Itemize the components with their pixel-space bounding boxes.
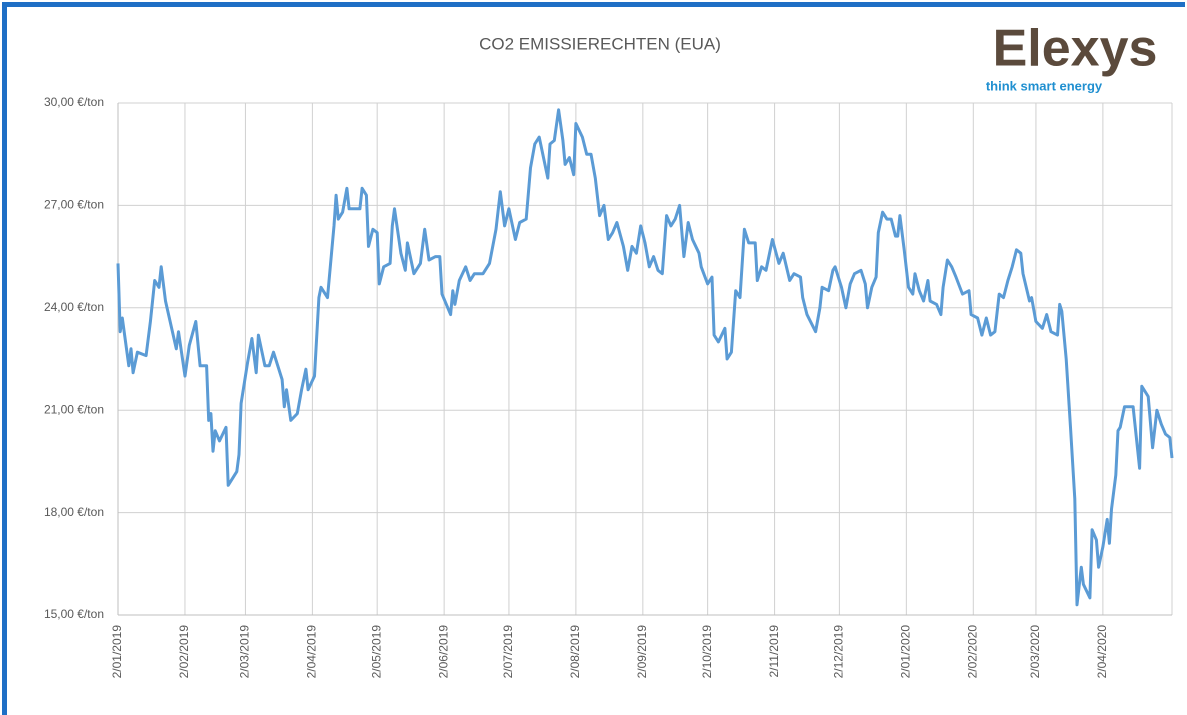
x-tick-label: 2/04/2019	[305, 625, 319, 679]
left-frame	[2, 2, 7, 715]
x-tick-label: 2/03/2019	[238, 625, 252, 679]
x-tick-label: 2/04/2020	[1095, 625, 1109, 679]
x-tick-label: 2/02/2020	[965, 625, 979, 679]
y-tick-label: 18,00 €/ton	[44, 505, 104, 519]
chart-title: CO2 EMISSIERECHTEN (EUA)	[479, 34, 721, 53]
x-tick-label: 2/05/2019	[369, 625, 383, 679]
x-tick-label: 2/08/2019	[568, 625, 582, 679]
y-tick-label: 27,00 €/ton	[44, 198, 104, 212]
logo-name: Elexys	[993, 20, 1158, 78]
x-tick-label: 2/11/2019	[767, 625, 781, 678]
x-tick-label: 2/02/2019	[177, 625, 191, 679]
y-tick-label: 21,00 €/ton	[44, 402, 104, 416]
x-tick-label: 2/07/2019	[501, 625, 515, 679]
x-tick-label: 2/01/2019	[110, 625, 124, 679]
x-tick-label: 2/10/2019	[700, 625, 714, 679]
y-tick-label: 30,00 €/ton	[44, 95, 104, 109]
x-tick-label: 2/12/2019	[832, 625, 846, 679]
logo-tagline: think smart energy	[986, 78, 1103, 93]
x-tick-label: 2/03/2020	[1028, 625, 1042, 679]
y-tick-label: 24,00 €/ton	[44, 300, 104, 314]
x-tick-label: 2/01/2020	[899, 625, 913, 679]
x-tick-label: 2/09/2019	[635, 625, 649, 679]
y-tick-label: 15,00 €/ton	[44, 607, 104, 621]
data-line	[116, 108, 1174, 607]
top-frame	[2, 2, 1185, 7]
x-tick-label: 2/06/2019	[436, 625, 450, 679]
